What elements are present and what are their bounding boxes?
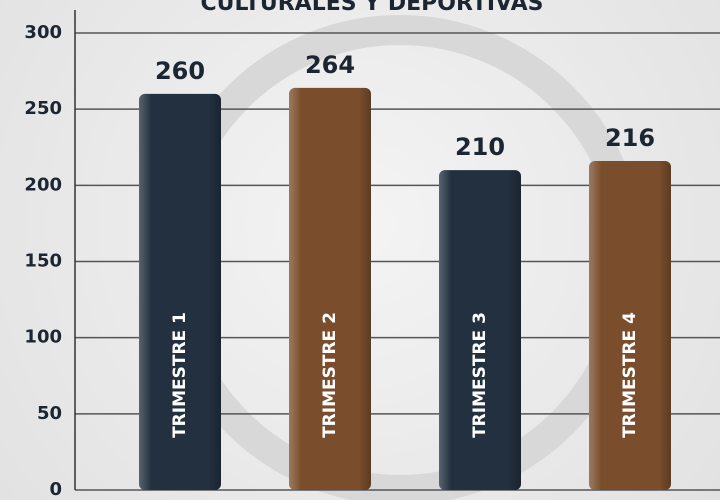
value-label: 260 xyxy=(155,57,205,85)
value-label: 210 xyxy=(455,133,505,161)
y-tick-label: 100 xyxy=(24,327,62,348)
y-tick-label: 250 xyxy=(24,98,62,119)
category-label: TRIMESTRE 2 xyxy=(320,312,340,438)
y-tick-label: 150 xyxy=(24,251,62,272)
chart: CULTURALES Y DEPORTIVAS 0 50 100 150 200 250 3… xyxy=(0,0,720,500)
chart-title: CULTURALES Y DEPORTIVAS xyxy=(200,0,543,16)
watermark xyxy=(170,30,630,490)
y-tick-label: 0 xyxy=(49,479,62,500)
value-label: 216 xyxy=(605,124,655,152)
category-label: TRIMESTRE 3 xyxy=(470,312,490,438)
category-label: TRIMESTRE 4 xyxy=(620,312,640,438)
y-tick-label: 200 xyxy=(24,174,62,195)
category-label: TRIMESTRE 1 xyxy=(170,312,190,438)
y-tick-label: 300 xyxy=(24,22,62,43)
value-label: 264 xyxy=(305,51,355,79)
y-tick-label: 50 xyxy=(37,403,62,424)
